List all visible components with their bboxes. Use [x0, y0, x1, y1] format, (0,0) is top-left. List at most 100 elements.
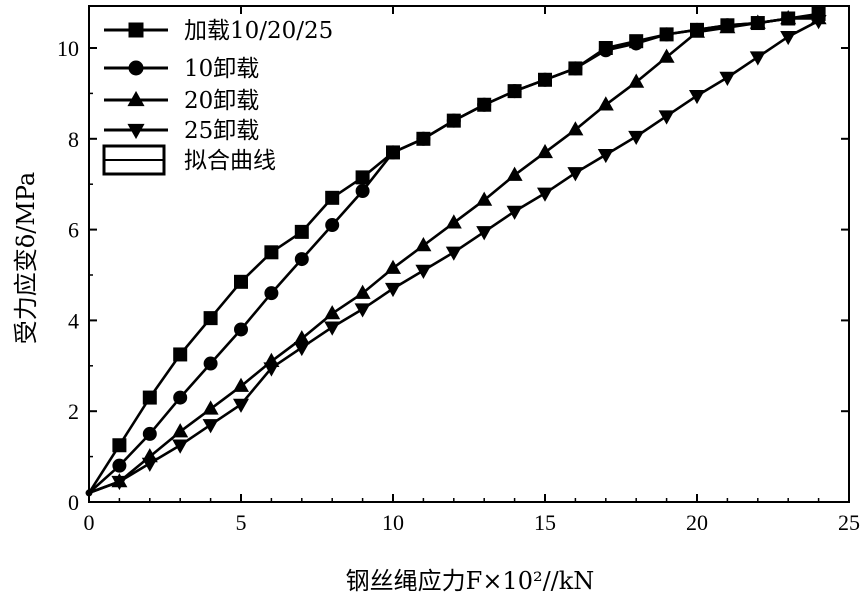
data-point — [506, 205, 523, 220]
legend-marker — [127, 123, 145, 140]
legend-marker — [127, 90, 145, 107]
data-point — [628, 73, 645, 88]
data-point — [173, 390, 188, 405]
data-point — [658, 110, 675, 125]
data-point — [202, 419, 219, 434]
y-tick-label: 0 — [68, 490, 79, 515]
x-tick-label: 25 — [838, 510, 860, 535]
data-point — [203, 356, 218, 371]
data-point — [446, 113, 461, 128]
data-point — [415, 264, 432, 279]
data-point — [719, 19, 736, 34]
data-point — [719, 71, 736, 87]
data-point — [325, 218, 340, 233]
data-point — [264, 286, 279, 301]
x-tick-label: 15 — [534, 510, 556, 535]
data-point — [749, 14, 766, 29]
data-point — [445, 214, 462, 229]
data-point — [507, 84, 522, 99]
legend-label: 10卸载 — [184, 56, 259, 82]
series-4 — [88, 15, 827, 495]
data-point — [659, 27, 674, 42]
x-axis-label: 钢丝绳应力F×10²//kN — [346, 567, 595, 595]
data-point — [355, 184, 370, 199]
data-point — [294, 224, 309, 239]
data-point — [325, 190, 340, 205]
data-point — [415, 236, 432, 252]
legend-label: 20卸载 — [184, 88, 259, 114]
data-point — [234, 322, 248, 337]
y-tick-label: 2 — [68, 399, 79, 424]
data-point — [628, 130, 645, 146]
data-point — [386, 145, 400, 160]
data-point — [112, 438, 127, 453]
data-point — [567, 121, 584, 136]
data-point — [536, 143, 554, 159]
data-point — [506, 166, 523, 181]
data-point — [568, 61, 583, 76]
data-point — [536, 187, 554, 202]
data-point — [476, 226, 493, 241]
data-point — [477, 97, 492, 112]
data-point — [294, 252, 309, 267]
axes-layer: 0 5 10 15 20 25 0 2 4 6 8 10 — [57, 6, 860, 535]
data-point — [355, 170, 370, 185]
data-point — [293, 341, 310, 357]
x-tick-label: 0 — [84, 510, 95, 535]
data-point — [749, 51, 766, 66]
data-point — [658, 48, 675, 63]
data-point — [202, 400, 219, 415]
data-point — [476, 191, 493, 206]
x-tick-label: 5 — [236, 510, 247, 535]
plot-frame — [88, 5, 850, 503]
data-point — [172, 423, 189, 438]
data-point — [780, 9, 797, 25]
data-point — [111, 475, 128, 491]
legend-marker — [128, 22, 144, 38]
data-point — [264, 245, 279, 260]
y-axis-label: 受力应变δ/MPa — [12, 172, 40, 345]
legend-label: 加载10/20/25 — [184, 18, 333, 44]
x-tick-label: 20 — [686, 510, 708, 535]
data-point — [354, 284, 371, 299]
legend-label: 25卸载 — [184, 118, 259, 144]
data-point — [384, 259, 402, 274]
data-point — [538, 72, 552, 87]
y-tick-label: 10 — [57, 36, 79, 61]
series-layer — [85, 6, 827, 497]
data-point — [416, 131, 431, 146]
origin-point — [85, 489, 93, 497]
data-point — [597, 148, 614, 164]
data-point — [324, 321, 341, 336]
legend-marker — [128, 60, 144, 76]
data-point — [445, 246, 462, 261]
data-point — [203, 311, 218, 326]
data-point — [598, 43, 613, 58]
data-point — [142, 390, 157, 405]
data-point — [232, 377, 250, 392]
data-point — [567, 167, 584, 182]
data-point — [354, 303, 371, 318]
data-point — [112, 458, 127, 473]
plot-area — [88, 5, 850, 503]
data-point — [629, 36, 644, 51]
data-point — [810, 15, 827, 30]
data-point — [597, 96, 614, 111]
data-point — [688, 23, 706, 38]
y-tick-label: 4 — [68, 308, 79, 333]
x-tick-label: 10 — [382, 510, 404, 535]
data-point — [141, 457, 158, 472]
legend-label: 拟合曲线 — [184, 148, 276, 174]
data-point — [324, 305, 341, 320]
data-point — [263, 362, 280, 377]
data-point — [173, 347, 188, 362]
data-point — [234, 274, 248, 289]
data-point — [384, 282, 402, 298]
data-point — [780, 30, 797, 46]
y-tick-label: 6 — [68, 218, 79, 243]
data-point — [688, 89, 706, 105]
data-point — [172, 439, 189, 454]
data-point — [232, 398, 250, 413]
